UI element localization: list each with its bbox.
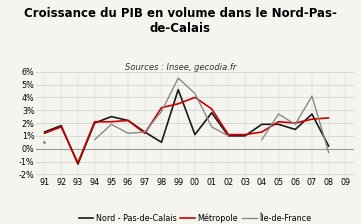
Text: Sources : Insee, gecodia.fr: Sources : Insee, gecodia.fr <box>125 63 236 72</box>
Text: Croissance du PIB en volume dans le Nord-Pas-
de-Calais: Croissance du PIB en volume dans le Nord… <box>24 7 337 35</box>
Legend: Nord - Pas-de-Calais, Métropole, Île-de-France: Nord - Pas-de-Calais, Métropole, Île-de-… <box>75 211 314 224</box>
